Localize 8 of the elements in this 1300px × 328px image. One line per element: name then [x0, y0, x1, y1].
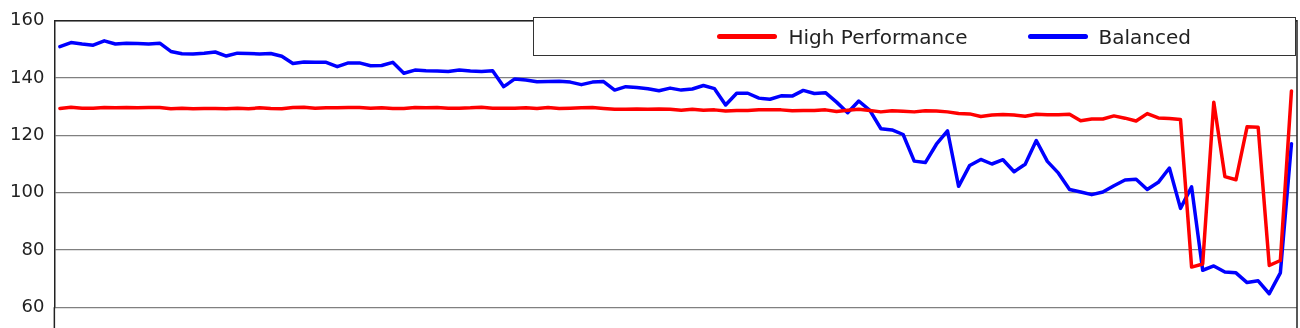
legend-label: Balanced — [1098, 24, 1191, 49]
legend-label: High Performance — [788, 24, 968, 49]
y-tick-label: 160 — [10, 8, 45, 30]
y-tick-label: 60 — [21, 294, 45, 316]
y-tick-label: 100 — [10, 180, 45, 202]
y-tick-label: 140 — [10, 65, 45, 87]
y-tick-label: 120 — [10, 123, 45, 145]
y-tick-label: 80 — [21, 237, 45, 259]
